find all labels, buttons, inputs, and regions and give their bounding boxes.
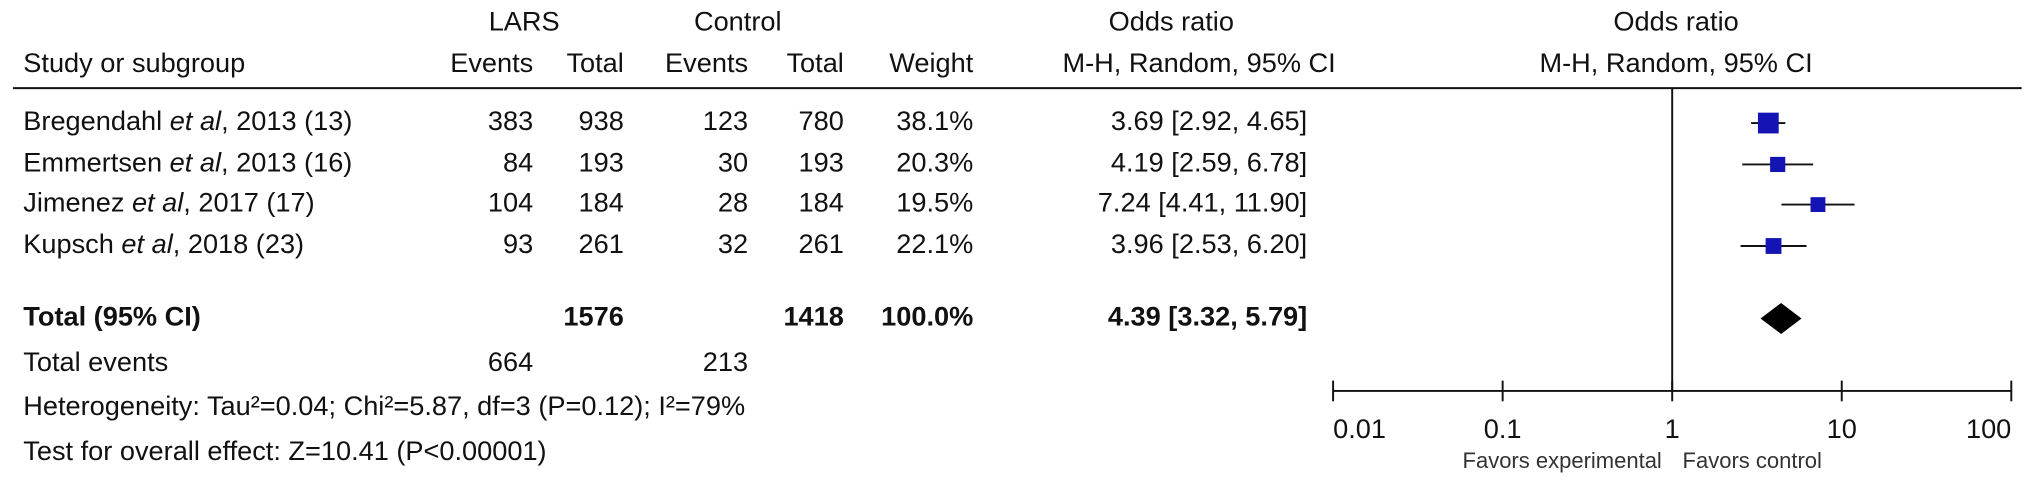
group-header: LARS [489, 6, 560, 37]
total-or: 4.39 [3.32, 5.79] [1108, 301, 1307, 332]
x-tick-label: 100 [1966, 413, 2011, 444]
x-tick-label: 1 [1665, 413, 1680, 444]
cell: 123 [703, 105, 748, 136]
x-tick-label: 0.1 [1484, 413, 1522, 444]
study-square [1765, 238, 1782, 254]
study-author: Jimenez [23, 187, 132, 218]
total-cell: 1418 [783, 301, 843, 332]
cell: 184 [799, 187, 844, 218]
column-header: M-H, Random, 95% CI [1539, 47, 1812, 78]
cell: 184 [579, 187, 624, 218]
column-header: Events [665, 47, 748, 78]
study-author: Kupsch [23, 228, 121, 259]
overall-effect: Test for overall effect: Z=10.41 (P<0.00… [23, 435, 546, 466]
weight: 19.5% [896, 187, 973, 218]
odds-ratio: 3.69 [2.92, 4.65] [1111, 105, 1307, 136]
study-name: Kupsch et al, 2018 (23) [23, 228, 304, 259]
study-square [1770, 156, 1786, 173]
study-detail: , 2017 (17) [183, 187, 314, 218]
or-header: Odds ratio [1109, 6, 1234, 37]
cell: 32 [718, 228, 748, 259]
cell: 261 [579, 228, 624, 259]
cell: 780 [799, 105, 844, 136]
cell: 28 [718, 187, 748, 218]
odds-ratio: 4.19 [2.59, 6.78] [1111, 147, 1307, 178]
study-detail: , 2013 (13) [221, 105, 352, 136]
total-events: 213 [703, 346, 748, 377]
cell: 104 [488, 187, 533, 218]
study-etal: et al [121, 228, 173, 259]
cell: 938 [579, 105, 624, 136]
column-header: Total [566, 47, 623, 78]
study-name: Emmertsen et al, 2013 (16) [23, 147, 352, 178]
heterogeneity: Heterogeneity: Tau²=0.04; Chi²=5.87, df=… [23, 390, 745, 421]
cell: 30 [718, 147, 748, 178]
weight: 22.1% [896, 228, 973, 259]
study-detail: , 2018 (23) [173, 228, 304, 259]
x-tick-label: 0.01 [1333, 413, 1386, 444]
group-header: Control [694, 6, 782, 37]
column-header: Events [450, 47, 533, 78]
column-header: Total [786, 47, 843, 78]
total-label: Total (95% CI) [23, 301, 201, 332]
study-etal: et al [132, 187, 184, 218]
study-detail: , 2013 (16) [221, 147, 352, 178]
total-cell: 1576 [563, 301, 623, 332]
total-events: 664 [488, 346, 533, 377]
study-author: Bregendahl [23, 105, 169, 136]
or-header: Odds ratio [1613, 6, 1738, 37]
column-header: Weight [889, 47, 973, 78]
cell: 84 [503, 147, 533, 178]
study-etal: et al [170, 105, 222, 136]
x-label: Favors control [1683, 448, 1822, 473]
cell: 261 [799, 228, 844, 259]
total-events-label: Total events [23, 346, 168, 377]
study-square [1810, 197, 1826, 213]
odds-ratio: 7.24 [4.41, 11.90] [1098, 187, 1307, 218]
study-etal: et al [170, 147, 222, 178]
cell: 193 [799, 147, 844, 178]
study-name: Jimenez et al, 2017 (17) [23, 187, 314, 218]
cell: 193 [579, 147, 624, 178]
cell: 383 [488, 105, 533, 136]
total-diamond [1760, 302, 1802, 335]
x-tick-label: 10 [1827, 413, 1857, 444]
cell: 93 [503, 228, 533, 259]
odds-ratio: 3.96 [2.53, 6.20] [1111, 228, 1307, 259]
total-weight: 100.0% [881, 301, 973, 332]
study-square [1757, 112, 1779, 134]
column-header: Study or subgroup [23, 47, 245, 78]
weight: 38.1% [896, 105, 973, 136]
column-header: M-H, Random, 95% CI [1063, 47, 1336, 78]
study-author: Emmertsen [23, 147, 169, 178]
study-name: Bregendahl et al, 2013 (13) [23, 105, 352, 136]
x-label: Favors experimental [1463, 448, 1662, 473]
weight: 20.3% [896, 147, 973, 178]
